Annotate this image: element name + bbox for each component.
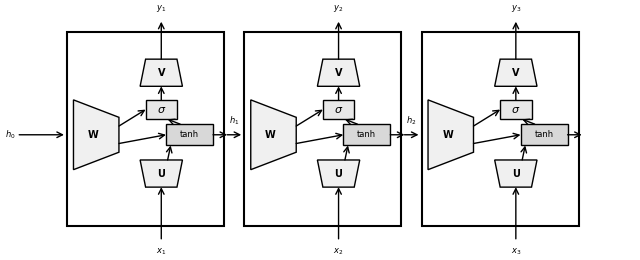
Polygon shape (140, 160, 182, 187)
Polygon shape (495, 160, 537, 187)
Bar (166, 124, 213, 145)
Text: $x_2$: $x_2$ (333, 246, 344, 257)
Text: $x_3$: $x_3$ (511, 246, 521, 257)
Text: $\sigma$: $\sigma$ (157, 105, 166, 115)
Bar (422, 32, 579, 226)
Text: $y_1$: $y_1$ (156, 3, 166, 14)
Text: W: W (442, 130, 453, 140)
Polygon shape (140, 59, 182, 86)
Text: $h_0$: $h_0$ (5, 128, 16, 141)
Bar (323, 100, 355, 119)
Text: $x_1$: $x_1$ (156, 246, 166, 257)
Polygon shape (251, 100, 296, 170)
Text: V: V (335, 68, 342, 78)
Text: W: W (265, 130, 276, 140)
Text: U: U (512, 168, 520, 179)
Bar (244, 32, 401, 226)
Text: V: V (157, 68, 165, 78)
Polygon shape (317, 160, 360, 187)
Text: U: U (335, 168, 342, 179)
Text: $y_2$: $y_2$ (333, 3, 344, 14)
Text: $h_1$: $h_1$ (229, 114, 239, 127)
Polygon shape (495, 59, 537, 86)
Polygon shape (428, 100, 474, 170)
Text: U: U (157, 168, 165, 179)
Text: $\sigma$: $\sigma$ (334, 105, 343, 115)
Text: tanh: tanh (180, 130, 199, 139)
Text: tanh: tanh (357, 130, 376, 139)
Text: $\sigma$: $\sigma$ (511, 105, 520, 115)
Text: V: V (512, 68, 520, 78)
Bar (343, 124, 390, 145)
Text: $y_3$: $y_3$ (511, 3, 521, 14)
Polygon shape (74, 100, 119, 170)
Bar (67, 32, 224, 226)
Bar (146, 100, 177, 119)
Text: tanh: tanh (534, 130, 554, 139)
Polygon shape (317, 59, 360, 86)
Bar (500, 100, 532, 119)
Bar (520, 124, 568, 145)
Text: W: W (88, 130, 99, 140)
Text: $h_2$: $h_2$ (406, 114, 417, 127)
